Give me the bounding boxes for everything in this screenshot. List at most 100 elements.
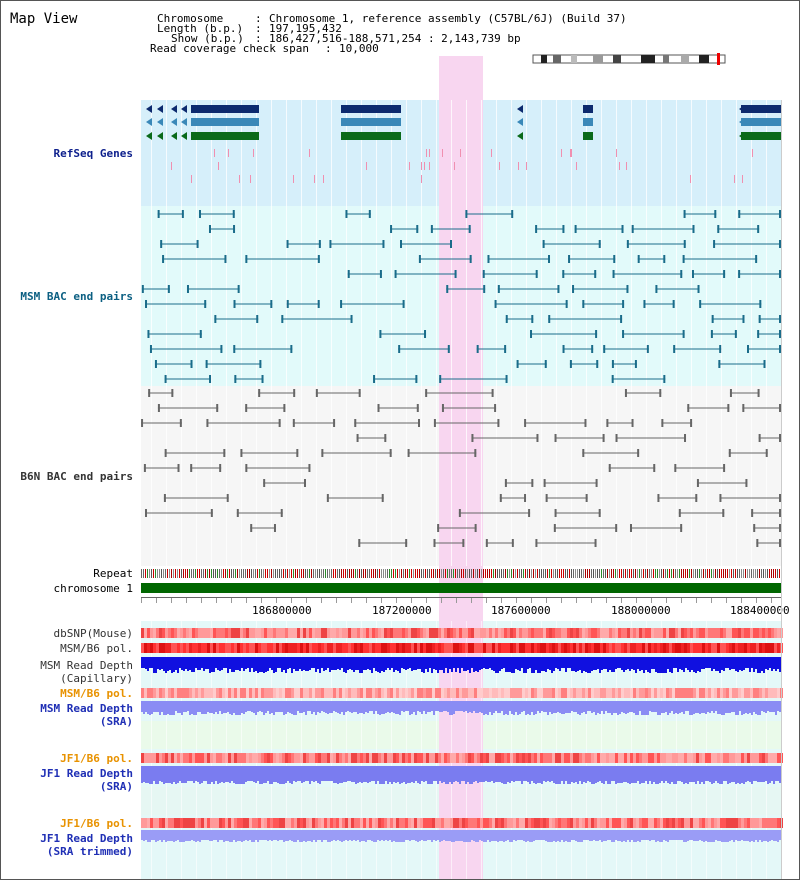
track-label-msm-pol[interactable]: MSM/B6 pol. bbox=[60, 642, 133, 655]
repeat-mark bbox=[727, 569, 728, 578]
msm-pol-strip bbox=[672, 643, 675, 653]
track-label-jf1-depth-sra[interactable]: JF1 Read Depth bbox=[40, 767, 133, 780]
msm-pol-strip-2 bbox=[198, 688, 201, 698]
jf1-pol-strip-2 bbox=[753, 818, 756, 828]
jf1-pol-strip-2 bbox=[153, 818, 156, 828]
track-label-b6n-bac[interactable]: B6N BAC end pairs bbox=[20, 470, 133, 483]
jf1-depth-trim-bar bbox=[229, 830, 231, 842]
msm-depth-cap-bar bbox=[751, 657, 753, 668]
jf1-depth-sra-bar bbox=[359, 766, 361, 782]
msm-depth-cap-bar bbox=[561, 657, 563, 668]
msm-depth-sra-bar bbox=[161, 701, 163, 712]
repeat-mark bbox=[449, 569, 450, 578]
jf1-depth-trim-bar bbox=[503, 830, 505, 842]
track-label-msm-depth-cap[interactable]: MSM Read Depth bbox=[40, 659, 133, 672]
repeat-mark bbox=[507, 569, 508, 578]
track-label-msm-depth-sra[interactable]: MSM Read Depth bbox=[40, 702, 133, 715]
jf1-depth-sra-bar bbox=[357, 766, 359, 783]
repeat-mark bbox=[501, 569, 502, 578]
msm-depth-cap-bar bbox=[641, 657, 643, 670]
msm-depth-cap-bar bbox=[415, 657, 417, 670]
msm-bac-pair-end bbox=[340, 300, 343, 308]
msm-pol-strip-2 bbox=[348, 688, 351, 698]
jf1-depth-trim-bar bbox=[509, 830, 511, 842]
jf1-pol-strip-2 bbox=[321, 818, 324, 828]
msm-bac-pair-end bbox=[345, 210, 348, 218]
dbsnp-strip bbox=[588, 628, 591, 638]
dbsnp-strip bbox=[396, 628, 399, 638]
track-label-msm-bac[interactable]: MSM BAC end pairs bbox=[20, 290, 133, 303]
jf1-pol-strip bbox=[300, 753, 303, 763]
msm-depth-cap-bar bbox=[771, 657, 773, 671]
msm-depth-cap-bar bbox=[683, 657, 685, 672]
msm-depth-cap-bar bbox=[637, 657, 639, 669]
msm-bac-pair-end bbox=[779, 270, 781, 278]
msm-pol-strip bbox=[396, 643, 399, 653]
refseq-mark bbox=[426, 149, 427, 157]
b6n-bac-pair-end bbox=[474, 449, 477, 457]
msm-bac-pair-end bbox=[655, 285, 658, 293]
msm-pol-strip-2 bbox=[522, 688, 525, 698]
track-label-msm-pol-2[interactable]: MSM/B6 pol. bbox=[60, 687, 133, 700]
jf1-depth-sra-bar bbox=[709, 766, 711, 782]
dbsnp-strip bbox=[753, 628, 756, 638]
track-label-refseq[interactable]: RefSeq Genes bbox=[53, 147, 133, 160]
jf1-pol-strip bbox=[687, 753, 690, 763]
msm-pol-strip bbox=[168, 643, 171, 653]
dbsnp-strip bbox=[264, 628, 267, 638]
msm-depth-cap-bar bbox=[259, 657, 261, 672]
jf1-pol-strip-2 bbox=[474, 818, 477, 828]
msm-depth-sra-bar bbox=[717, 701, 719, 714]
jf1-depth-sra-bar bbox=[649, 766, 651, 781]
jf1-depth-trim-bar bbox=[157, 830, 159, 841]
repeat-mark bbox=[603, 569, 604, 578]
msm-depth-sra-bar bbox=[227, 701, 229, 712]
track-label-repeat[interactable]: Repeat bbox=[93, 567, 133, 580]
msm-pol-strip-2 bbox=[531, 688, 534, 698]
track-label-dbsnp[interactable]: dbSNP(Mouse) bbox=[53, 627, 133, 640]
msm-depth-sra-bar bbox=[205, 701, 207, 714]
jf1-pol-strip-2 bbox=[219, 818, 222, 828]
b6n-bac-pair-end bbox=[171, 389, 174, 397]
repeat-mark bbox=[355, 569, 356, 578]
msm-pol-strip-2 bbox=[351, 688, 354, 698]
msm-depth-sra-bar bbox=[727, 701, 729, 713]
msm-pol-strip bbox=[363, 643, 366, 653]
b6n-bac-pair-end bbox=[356, 434, 359, 442]
dbsnp-strip bbox=[714, 628, 717, 638]
refseq-mark bbox=[228, 149, 229, 157]
b6n-bac-pair-end bbox=[433, 539, 436, 547]
dbsnp-strip bbox=[513, 628, 516, 638]
track-label-jf1-depth-trim[interactable]: JF1 Read Depth bbox=[40, 832, 133, 845]
jf1-depth-sra-bar bbox=[707, 766, 709, 781]
jf1-depth-sra-bar bbox=[713, 766, 715, 783]
msm-depth-sra-bar bbox=[245, 701, 247, 712]
jf1-depth-trim-bar bbox=[409, 830, 411, 841]
repeat-mark bbox=[369, 569, 370, 578]
msm-pol-strip-2 bbox=[255, 688, 258, 698]
msm-depth-cap-bar bbox=[197, 657, 199, 670]
jf1-pol-strip bbox=[273, 753, 276, 763]
track-label-chromosome[interactable]: chromosome 1 bbox=[53, 582, 133, 595]
repeat-mark bbox=[713, 569, 714, 578]
track-label-jf1-pol-2[interactable]: JF1/B6 pol. bbox=[60, 817, 133, 830]
msm-pol-strip bbox=[447, 643, 450, 653]
msm-pol-strip-2 bbox=[570, 688, 573, 698]
dbsnp-strip bbox=[606, 628, 609, 638]
track-label-jf1-pol[interactable]: JF1/B6 pol. bbox=[60, 752, 133, 765]
jf1-pol-strip bbox=[504, 753, 507, 763]
msm-depth-sra-bar bbox=[319, 701, 321, 713]
repeat-mark bbox=[293, 569, 294, 578]
coverage-value: 10,000 bbox=[339, 42, 379, 55]
repeat-mark bbox=[739, 569, 740, 578]
msm-depth-sra-bar bbox=[561, 701, 563, 714]
jf1-pol-strip bbox=[726, 753, 729, 763]
jf1-depth-sra-bar bbox=[507, 766, 509, 782]
msm-pol-strip-2 bbox=[738, 688, 741, 698]
dbsnp-strip bbox=[384, 628, 387, 638]
jf1-depth-trim-bar bbox=[485, 830, 487, 842]
msm-depth-sra-bar bbox=[495, 701, 497, 711]
msm-pol-strip bbox=[648, 643, 651, 653]
